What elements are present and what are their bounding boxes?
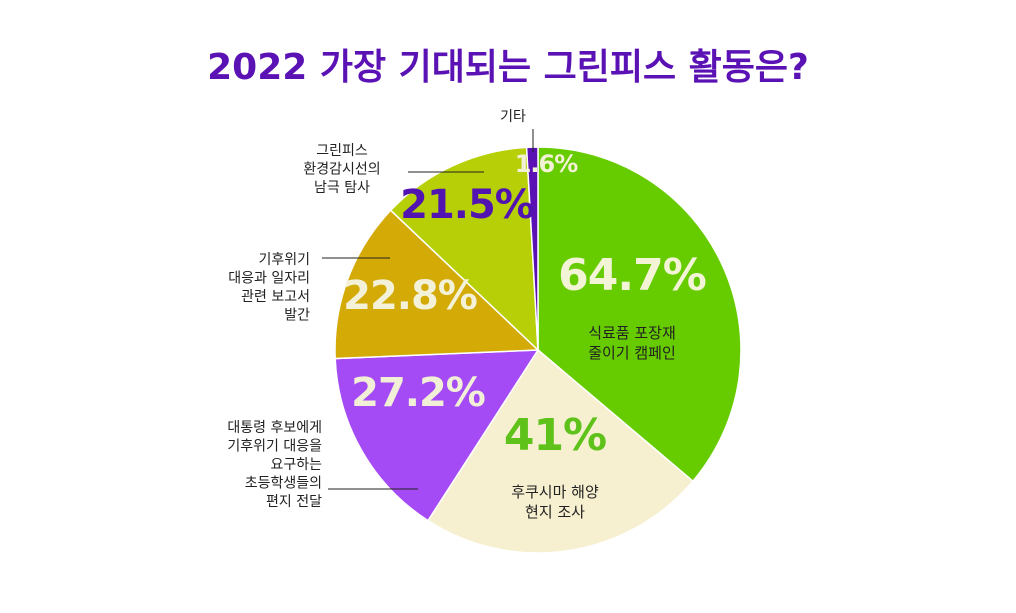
data-label: 27.2% <box>351 370 485 416</box>
pie-slice <box>389 146 539 352</box>
slice-label: 기타 <box>500 109 526 125</box>
data-label: 21.5% <box>400 182 534 228</box>
data-label: 1.6% <box>515 150 579 178</box>
slice-label: 그린피스 환경감시선의 남극 탐사 <box>303 143 380 196</box>
slice-label: 기후위기 대응과 일자리 관련 보고서 발간 <box>228 252 310 324</box>
slice-label: 식료품 포장재 줄이기 캠페인 <box>588 324 676 362</box>
pie-slice <box>537 146 742 483</box>
slice-label: 후쿠시마 해양 현지 조사 <box>511 483 599 521</box>
pie-slice <box>334 209 540 360</box>
pie-slice <box>334 349 540 522</box>
pie-slice <box>525 146 539 351</box>
slice-label: 대통령 후보에게 기후위기 대응을 요구하는 초등학생들의 편지 전달 <box>227 420 322 510</box>
data-label: 64.7% <box>558 250 706 301</box>
pie-slice <box>426 348 694 554</box>
data-label: 41% <box>504 410 606 461</box>
chart-title: 2022 가장 기대되는 그린피스 활동은? <box>207 47 809 88</box>
data-label: 22.8% <box>343 273 477 319</box>
